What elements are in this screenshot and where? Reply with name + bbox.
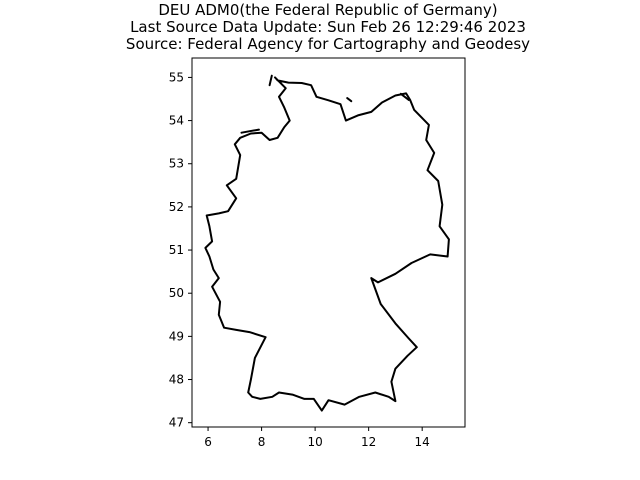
- title-line-2: Last Source Data Update: Sun Feb 26 12:2…: [130, 18, 526, 36]
- x-tick-label-8: 8: [258, 435, 266, 449]
- island-outline-2: [268, 74, 273, 87]
- y-tick-label-55: 55: [169, 70, 184, 84]
- x-tick-label-10: 10: [307, 435, 322, 449]
- y-tick-label-49: 49: [169, 329, 184, 343]
- island-outline-1: [240, 128, 260, 134]
- x-tick-label-12: 12: [361, 435, 376, 449]
- title-line-1: DEU ADM0(the Federal Republic of Germany…: [158, 1, 497, 19]
- country-border: [204, 74, 450, 412]
- germany-border-outline: [204, 76, 450, 412]
- y-axis: 47 48 49 50 51 52 53 54 55: [169, 70, 192, 430]
- x-tick-label-14: 14: [415, 435, 430, 449]
- title-line-3: Source: Federal Agency for Cartography a…: [126, 35, 530, 53]
- y-tick-label-54: 54: [169, 114, 184, 128]
- y-tick-label-52: 52: [169, 200, 184, 214]
- figure-title: DEU ADM0(the Federal Republic of Germany…: [126, 1, 530, 53]
- y-tick-label-47: 47: [169, 416, 184, 430]
- y-tick-label-53: 53: [169, 157, 184, 171]
- island-outline-3: [346, 97, 353, 103]
- y-tick-label-51: 51: [169, 243, 184, 257]
- x-tick-label-6: 6: [204, 435, 212, 449]
- y-tick-label-48: 48: [169, 373, 184, 387]
- x-axis: 6 8 10 12 14: [204, 427, 430, 449]
- y-tick-label-50: 50: [169, 286, 184, 300]
- plot-area-frame: [191, 57, 466, 428]
- island-outline-4: [399, 92, 410, 101]
